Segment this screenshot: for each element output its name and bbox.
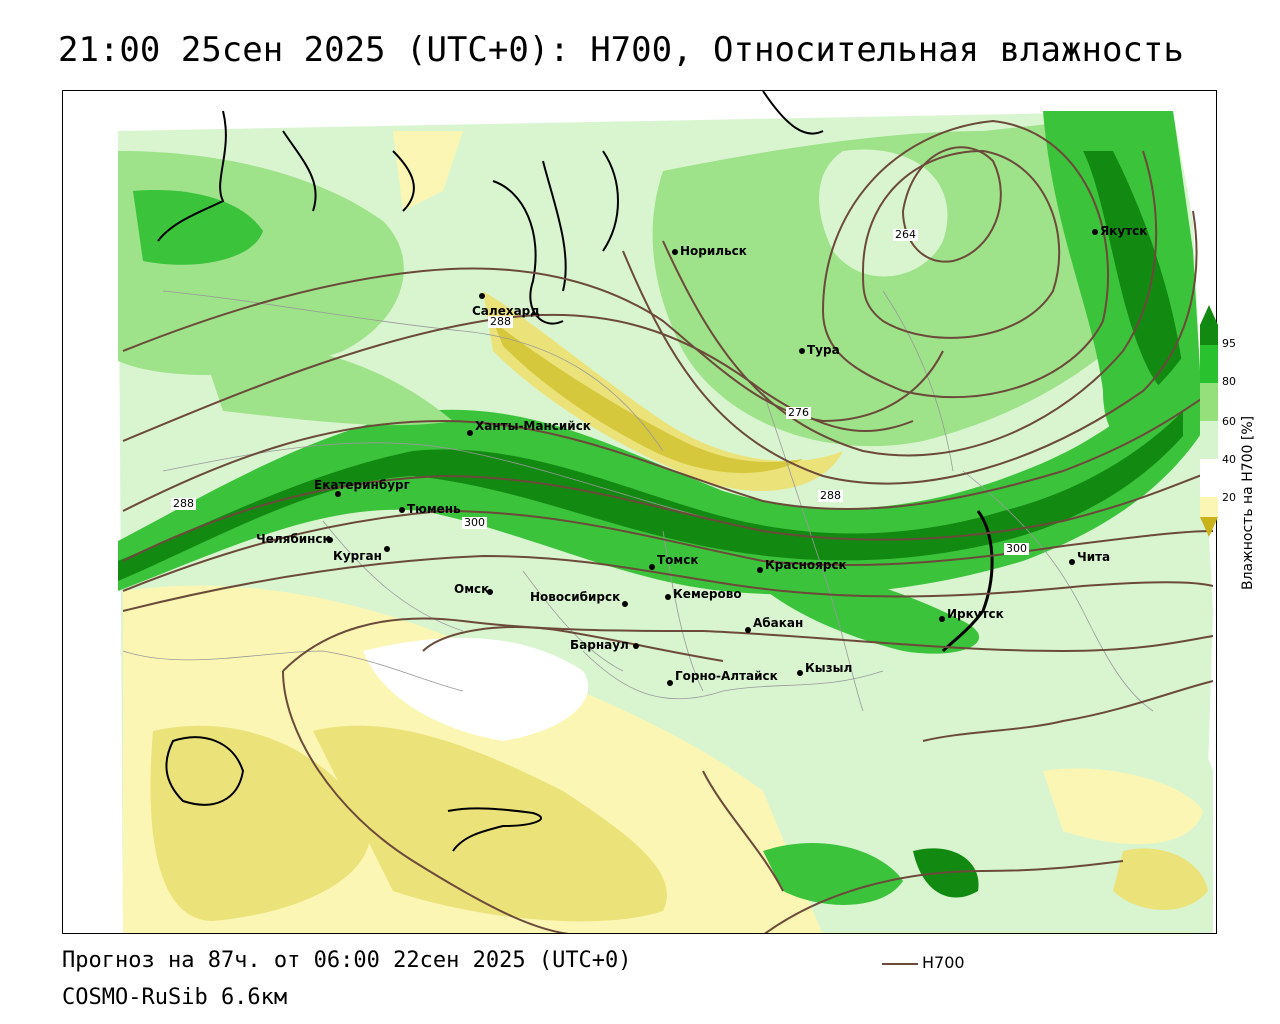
map-title: 21:00 25сен 2025 (UTC+0): H700, Относите…: [58, 30, 1184, 70]
legend-tick-60: 60: [1222, 415, 1236, 428]
contour-label: 300: [1004, 542, 1029, 555]
city-dot: [384, 546, 390, 552]
contour-label: 288: [171, 497, 196, 510]
city-label: Курган: [333, 549, 382, 563]
city-label: Абакан: [753, 616, 804, 630]
city-label: Якутск: [1100, 224, 1148, 238]
city-dot: [1069, 559, 1075, 565]
city-dot: [665, 594, 671, 600]
city-label: Тура: [807, 343, 840, 357]
city-label: Салехард: [472, 304, 540, 318]
city-dot: [479, 293, 485, 299]
contour-label: 276: [786, 406, 811, 419]
city-dot: [797, 670, 803, 676]
contour-label: 300: [462, 516, 487, 529]
city-dot: [939, 616, 945, 622]
forecast-info: Прогноз на 87ч. от 06:00 22сен 2025 (UTC…: [62, 948, 632, 973]
city-label: Томск: [657, 553, 699, 567]
city-dot: [399, 507, 405, 513]
city-dot: [649, 564, 655, 570]
city-dot: [745, 627, 751, 633]
city-dot: [622, 601, 628, 607]
city-label: Новосибирск: [530, 590, 621, 604]
city-dot: [633, 643, 639, 649]
map-area: [62, 90, 1217, 934]
contour-label: 288: [488, 315, 513, 328]
city-label: Норильск: [680, 244, 747, 258]
contour-legend-line: [882, 963, 918, 965]
city-label: Екатеринбург: [314, 478, 410, 492]
legend-title: Влажность на H700 [%]: [1240, 415, 1256, 590]
city-dot: [1092, 229, 1098, 235]
city-label: Барнаул: [570, 638, 629, 652]
legend-tick-40: 40: [1222, 453, 1236, 466]
legend-tick-95: 95: [1222, 337, 1236, 350]
city-dot: [467, 430, 473, 436]
contour-label: 288: [818, 489, 843, 502]
city-label: Омск: [454, 582, 490, 596]
city-dot: [327, 537, 333, 543]
city-dot: [487, 589, 493, 595]
city-label: Ханты-Мансийск: [475, 419, 591, 433]
city-label: Челябинск: [256, 532, 331, 546]
model-name: COSMO-RuSib 6.6км: [62, 985, 288, 1010]
legend-tick-20: 20: [1222, 491, 1236, 504]
contour-label: 264: [893, 228, 918, 241]
city-dot: [672, 249, 678, 255]
legend-bar: [1200, 305, 1218, 537]
legend-tick-80: 80: [1222, 375, 1236, 388]
city-dot: [757, 567, 763, 573]
contour-legend-label: H700: [922, 953, 965, 972]
city-label: Тюмень: [407, 502, 461, 516]
city-dot: [667, 680, 673, 686]
city-label: Иркутск: [947, 607, 1004, 621]
map-canvas: [63, 91, 1216, 933]
city-dot: [799, 348, 805, 354]
city-label: Чита: [1077, 550, 1111, 564]
color-legend: 95 80 60 40 20: [1200, 305, 1236, 540]
city-label: Горно-Алтайск: [675, 669, 778, 683]
city-label: Кемерово: [673, 587, 742, 601]
city-label: Красноярск: [765, 558, 847, 572]
city-dot: [335, 491, 341, 497]
city-label: Кызыл: [805, 661, 853, 675]
